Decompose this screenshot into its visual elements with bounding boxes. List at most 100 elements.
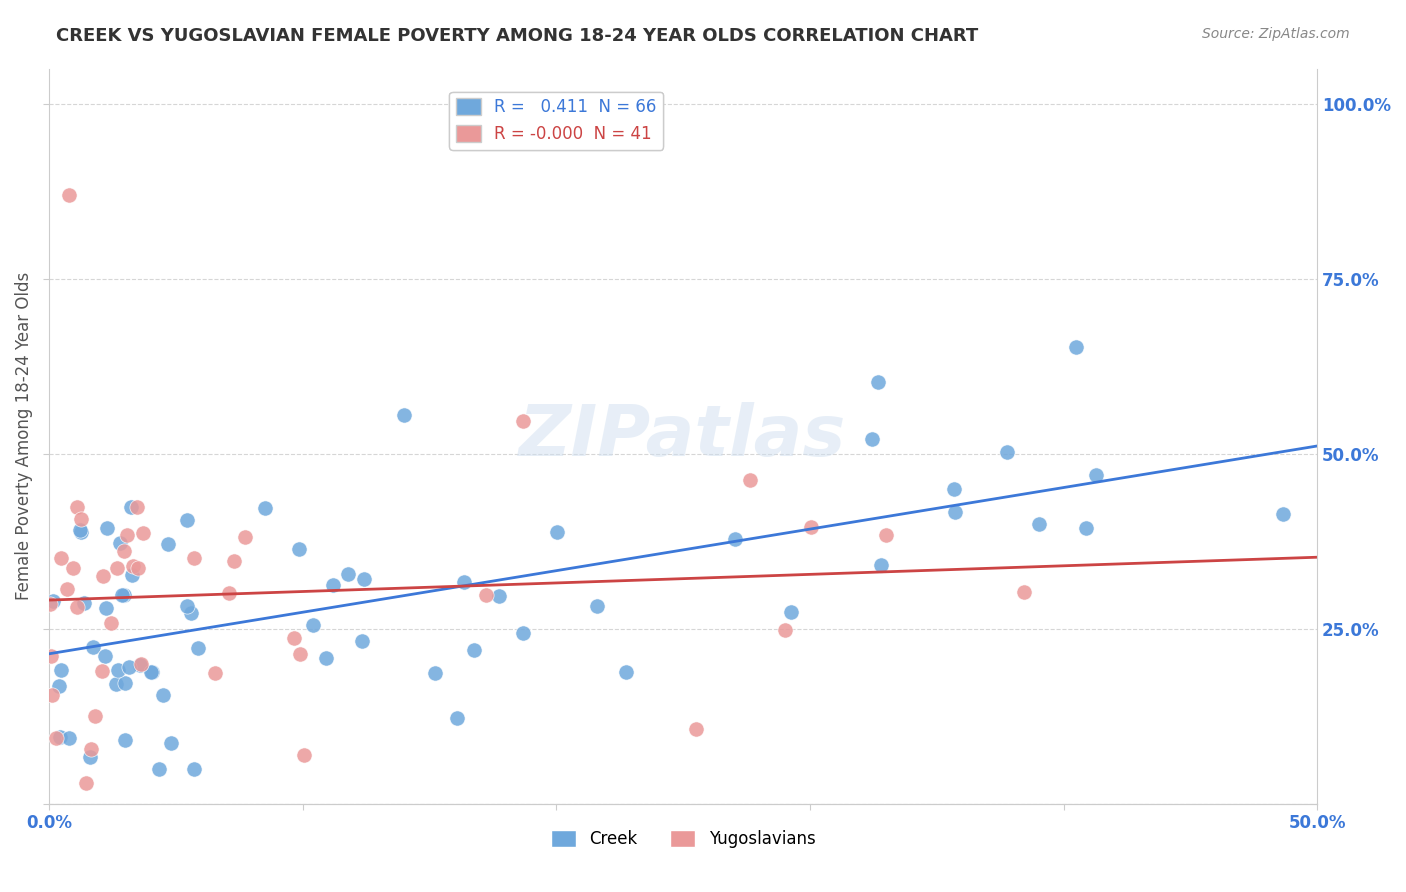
Point bbox=[1028, 517, 1050, 532]
Point bbox=[1272, 507, 1295, 521]
Point bbox=[685, 722, 707, 736]
Point bbox=[114, 732, 136, 747]
Point bbox=[512, 413, 534, 427]
Point bbox=[1074, 521, 1097, 535]
Point bbox=[290, 647, 312, 661]
Point bbox=[160, 736, 183, 750]
Point bbox=[860, 432, 883, 446]
Point bbox=[353, 572, 375, 586]
Point bbox=[58, 731, 80, 746]
Point bbox=[75, 776, 97, 790]
Point bbox=[350, 633, 373, 648]
Point bbox=[49, 663, 72, 677]
Point bbox=[112, 588, 135, 602]
Point bbox=[70, 512, 93, 526]
Point bbox=[132, 525, 155, 540]
Point bbox=[875, 528, 897, 542]
Point bbox=[129, 657, 152, 672]
Point bbox=[121, 567, 143, 582]
Point bbox=[176, 599, 198, 613]
Point bbox=[546, 525, 568, 540]
Point bbox=[79, 750, 101, 764]
Point bbox=[104, 677, 127, 691]
Point bbox=[616, 665, 638, 679]
Point bbox=[148, 762, 170, 776]
Point bbox=[488, 589, 510, 603]
Point bbox=[41, 688, 63, 702]
Point bbox=[224, 554, 246, 568]
Point bbox=[82, 640, 104, 655]
Point bbox=[112, 544, 135, 558]
Point bbox=[301, 618, 323, 632]
Point bbox=[869, 558, 891, 572]
Point bbox=[114, 676, 136, 690]
Point bbox=[180, 606, 202, 620]
Point bbox=[41, 648, 63, 663]
Point bbox=[56, 582, 79, 596]
Point bbox=[866, 375, 889, 389]
Point bbox=[724, 533, 747, 547]
Point bbox=[463, 643, 485, 657]
Point bbox=[512, 626, 534, 640]
Point bbox=[943, 482, 966, 496]
Point bbox=[585, 599, 607, 613]
Point bbox=[183, 551, 205, 566]
Point bbox=[475, 588, 498, 602]
Point bbox=[100, 615, 122, 630]
Point bbox=[292, 747, 315, 762]
Point bbox=[254, 501, 277, 516]
Point bbox=[58, 187, 80, 202]
Text: ZIPatlas: ZIPatlas bbox=[519, 401, 846, 471]
Point bbox=[84, 709, 107, 723]
Point bbox=[176, 513, 198, 527]
Legend: R =   0.411  N = 66, R = -0.000  N = 41: R = 0.411 N = 66, R = -0.000 N = 41 bbox=[450, 92, 664, 150]
Point bbox=[394, 408, 416, 422]
Point bbox=[446, 711, 468, 725]
Point bbox=[995, 444, 1018, 458]
Point bbox=[204, 665, 226, 680]
Point bbox=[69, 523, 91, 537]
Point bbox=[127, 561, 149, 575]
Point bbox=[322, 578, 344, 592]
Point bbox=[91, 568, 114, 582]
Point bbox=[1012, 585, 1035, 599]
Point bbox=[93, 648, 115, 663]
Point bbox=[139, 665, 162, 680]
Point bbox=[107, 664, 129, 678]
Point bbox=[45, 731, 67, 745]
Point bbox=[780, 605, 803, 619]
Point bbox=[108, 536, 131, 550]
Text: CREEK VS YUGOSLAVIAN FEMALE POVERTY AMONG 18-24 YEAR OLDS CORRELATION CHART: CREEK VS YUGOSLAVIAN FEMALE POVERTY AMON… bbox=[56, 27, 979, 45]
Point bbox=[218, 586, 240, 600]
Point bbox=[233, 530, 256, 544]
Y-axis label: Female Poverty Among 18-24 Year Olds: Female Poverty Among 18-24 Year Olds bbox=[15, 272, 32, 600]
Point bbox=[156, 537, 179, 551]
Point bbox=[336, 566, 359, 581]
Point bbox=[1085, 468, 1108, 483]
Point bbox=[49, 730, 72, 744]
Point bbox=[131, 657, 153, 671]
Text: Source: ZipAtlas.com: Source: ZipAtlas.com bbox=[1202, 27, 1350, 41]
Point bbox=[94, 601, 117, 615]
Point bbox=[152, 688, 174, 702]
Point bbox=[453, 574, 475, 589]
Point bbox=[122, 559, 145, 574]
Point bbox=[423, 665, 446, 680]
Point bbox=[288, 542, 311, 557]
Point bbox=[96, 521, 118, 535]
Point bbox=[62, 561, 84, 575]
Point bbox=[51, 551, 73, 566]
Point bbox=[66, 500, 89, 514]
Point bbox=[39, 597, 62, 611]
Point bbox=[73, 596, 96, 610]
Point bbox=[125, 500, 148, 514]
Point bbox=[48, 679, 70, 693]
Point bbox=[115, 528, 138, 542]
Point bbox=[42, 594, 65, 608]
Point bbox=[65, 599, 87, 614]
Point bbox=[117, 660, 139, 674]
Point bbox=[141, 665, 163, 679]
Point bbox=[105, 561, 128, 575]
Point bbox=[315, 650, 337, 665]
Point bbox=[187, 640, 209, 655]
